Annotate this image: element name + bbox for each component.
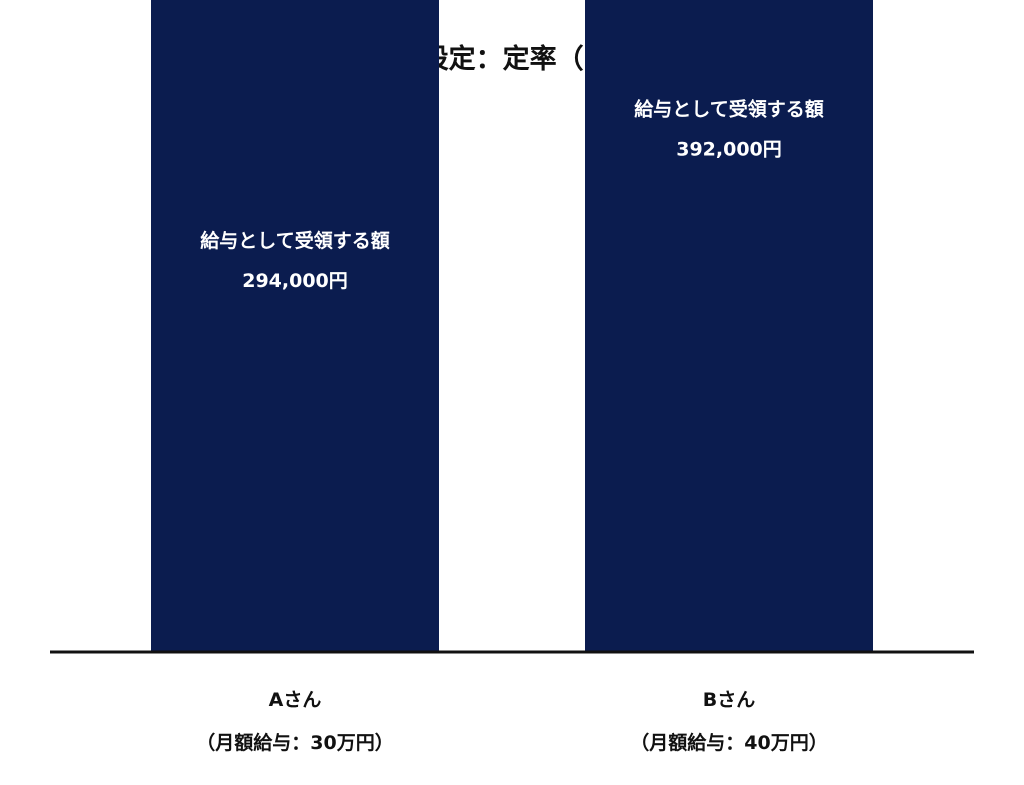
salary-label-b: 給与として受領する額: [634, 98, 823, 121]
category-sublabel-b: （月額給与：40万円）: [630, 731, 827, 754]
bar-salary-b: [585, 0, 873, 652]
salary-value-a: 294,000円: [242, 270, 348, 292]
salary-label-a: 給与として受領する額: [200, 229, 389, 252]
category-label-b: Bさん: [703, 689, 755, 711]
category-sublabel-a: （月額給与：30万円）: [196, 731, 393, 754]
category-labels: Aさん （月額給与：30万円） Bさん （月額給与：40万円）: [196, 689, 827, 754]
salary-value-b: 392,000円: [676, 139, 782, 161]
bar-salary-a: [151, 0, 439, 653]
bars-group: 拠出額：6,000円給与として受領する額294,000円拠出額：8,000円給与…: [151, 0, 873, 653]
category-label-a: Aさん: [269, 689, 322, 711]
